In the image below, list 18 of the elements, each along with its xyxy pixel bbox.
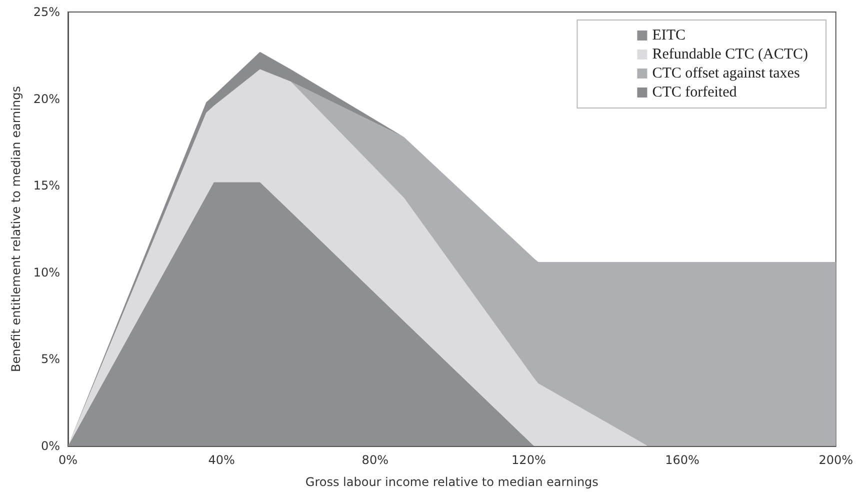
- y-tick-label: 20%: [33, 92, 60, 106]
- legend-label: Refundable CTC (ACTC): [652, 46, 808, 62]
- x-tick-label: 160%: [665, 453, 700, 467]
- legend-label: CTC offset against taxes: [652, 66, 800, 82]
- legend-label: EITC: [652, 28, 686, 44]
- x-tick-label: 80%: [362, 453, 388, 467]
- y-tick-label: 10%: [33, 265, 60, 280]
- x-tick-label: 40%: [208, 453, 235, 467]
- legend-label: CTC forfeited: [652, 84, 738, 100]
- x-axis-title: Gross labour income relative to median earnings: [305, 475, 598, 489]
- x-tick-label: 200%: [818, 453, 854, 467]
- y-tick-label: 25%: [33, 5, 60, 19]
- y-tick-label: 5%: [40, 352, 60, 366]
- y-tick-label: 0%: [40, 439, 60, 453]
- x-tick-label: 0%: [58, 453, 78, 467]
- y-axis-title: Benefit entitlement relative to median earnings: [9, 86, 23, 372]
- x-tick-label: 120%: [512, 453, 546, 467]
- y-tick-label: 15%: [33, 178, 60, 193]
